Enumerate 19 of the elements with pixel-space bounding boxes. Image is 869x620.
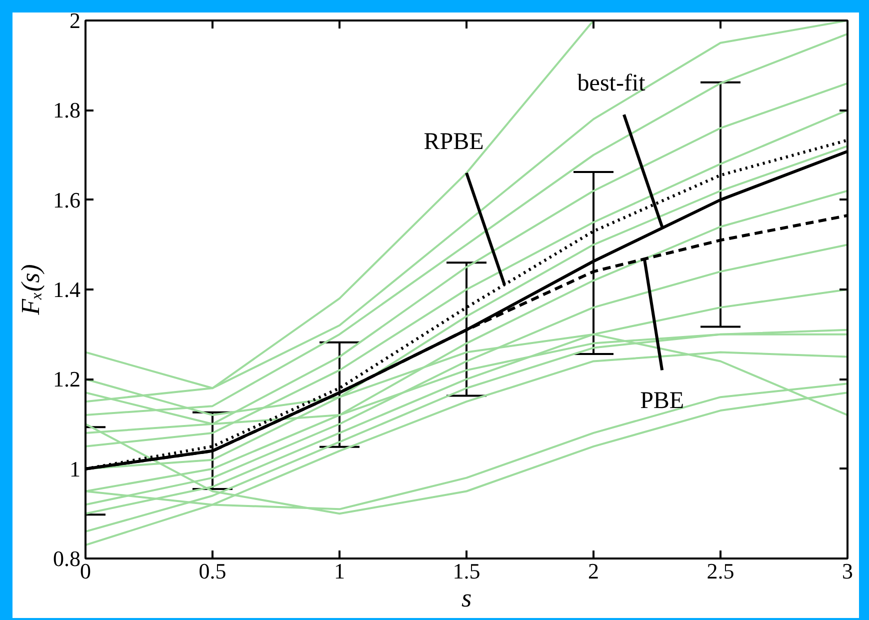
y-tick-label: 1.6 (53, 187, 80, 212)
y-axis-title: Fₓ(s) (16, 264, 45, 316)
y-tick-label: 1.8 (53, 98, 80, 123)
x-tick-label: 2.5 (706, 558, 734, 584)
x-tick-label: 2 (588, 558, 599, 584)
x-tick-label: 0 (80, 558, 91, 584)
y-tick-label: 1.2 (53, 366, 80, 392)
x-tick-label: 1.5 (452, 558, 480, 584)
annotation: PBE (640, 388, 684, 414)
annotation: best-fit (577, 70, 646, 97)
y-tick-label: 1.4 (53, 277, 80, 302)
annotation: RPBE (424, 129, 484, 155)
x-axis-title: s (461, 584, 472, 612)
x-tick-label: 0.5 (198, 558, 226, 584)
y-tick-label: 1 (70, 456, 80, 482)
x-tick-label: 3 (842, 558, 853, 584)
y-tick-label: 2 (70, 8, 80, 33)
x-tick-label: 1 (334, 558, 345, 584)
y-tick-label: 0.8 (53, 546, 80, 571)
